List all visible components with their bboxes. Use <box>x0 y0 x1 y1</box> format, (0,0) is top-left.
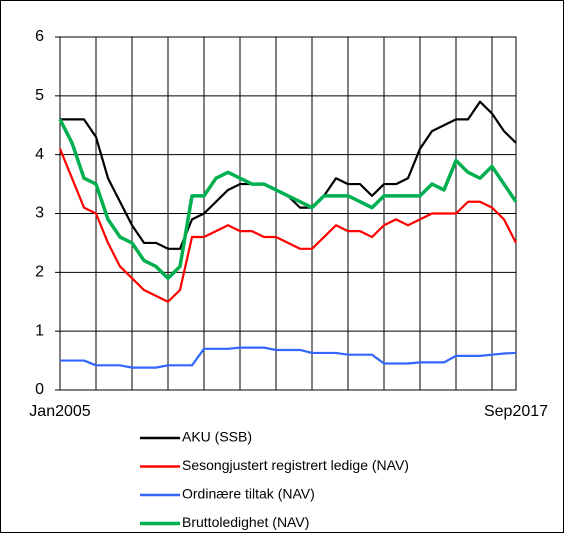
y-tick-label: 5 <box>35 87 44 104</box>
x-tick-label: Sep2017 <box>484 403 548 420</box>
legend-label: AKU (SSB) <box>182 429 252 445</box>
series-line <box>58 118 518 280</box>
series-line <box>60 346 517 369</box>
labels: 0 1 2 3 4 5 6 Jan2005 Sep2017 <box>29 28 548 420</box>
legend-label: Bruttoledighet (NAV) <box>182 514 309 530</box>
y-tick-label: 6 <box>35 28 44 45</box>
legend-label: Sesongjustert registrert ledige (NAV) <box>182 457 409 473</box>
y-tick-label: 2 <box>35 264 44 281</box>
plot <box>58 100 518 369</box>
plot-frame <box>59 36 517 391</box>
x-tick-label: Jan2005 <box>29 403 90 420</box>
y-tick-label: 4 <box>35 146 44 163</box>
y-tick-label: 1 <box>35 322 44 339</box>
series-line <box>58 148 517 303</box>
legend-label: Ordinære tiltak (NAV) <box>182 486 315 502</box>
legend: AKU (SSB) Sesongjustert registrert ledige… <box>140 429 409 530</box>
y-tick-label: 0 <box>35 381 44 398</box>
grid <box>55 36 517 391</box>
y-tick-label: 3 <box>35 205 44 222</box>
